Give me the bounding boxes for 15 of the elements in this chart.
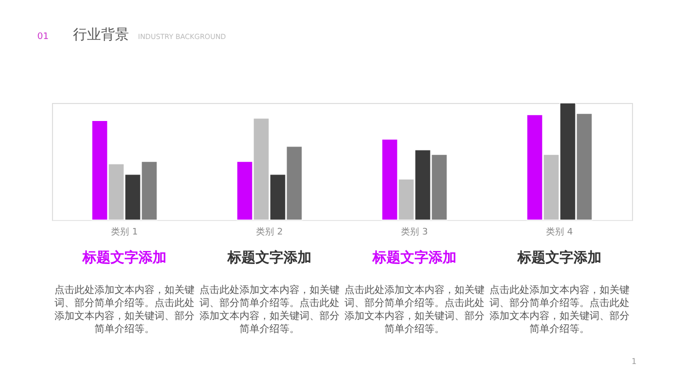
text: 点击此处添加文本内容，如关键词、部分简单介绍等。点击此处添加文本内容，如关键词、部分简单介绍等。 (490, 284, 630, 335)
text: 标题文字添加 (516, 249, 602, 266)
text: 标题文字添加 (82, 249, 166, 266)
text: 标题文字添加 (372, 249, 456, 266)
text: 点击此处添加文本内容，如关键词、部分简单介绍等。点击此处添加文本内容，如关键词、部分简单介绍等。 (54, 284, 194, 335)
text: 1 (631, 357, 637, 366)
x-tick-label: 类别 1 (111, 226, 138, 238)
text: 标题文字添加 (226, 249, 312, 266)
text: 01 (37, 32, 49, 42)
x-tick-label: 类别 4 (546, 226, 574, 238)
text: 点击此处添加文本内容，如关键词、部分简单介绍等。点击此处添加文本内容，如关键词、部分简单介绍等。 (200, 284, 340, 335)
chart-title: 行业背景 (73, 27, 129, 43)
x-tick-label: 类别 3 (401, 226, 428, 238)
text: 点击此处添加文本内容，如关键词、部分简单介绍等。点击此处添加文本内容，如关键词、部分简单介绍等。 (344, 284, 484, 335)
x-tick-label: 类别 2 (256, 226, 283, 238)
